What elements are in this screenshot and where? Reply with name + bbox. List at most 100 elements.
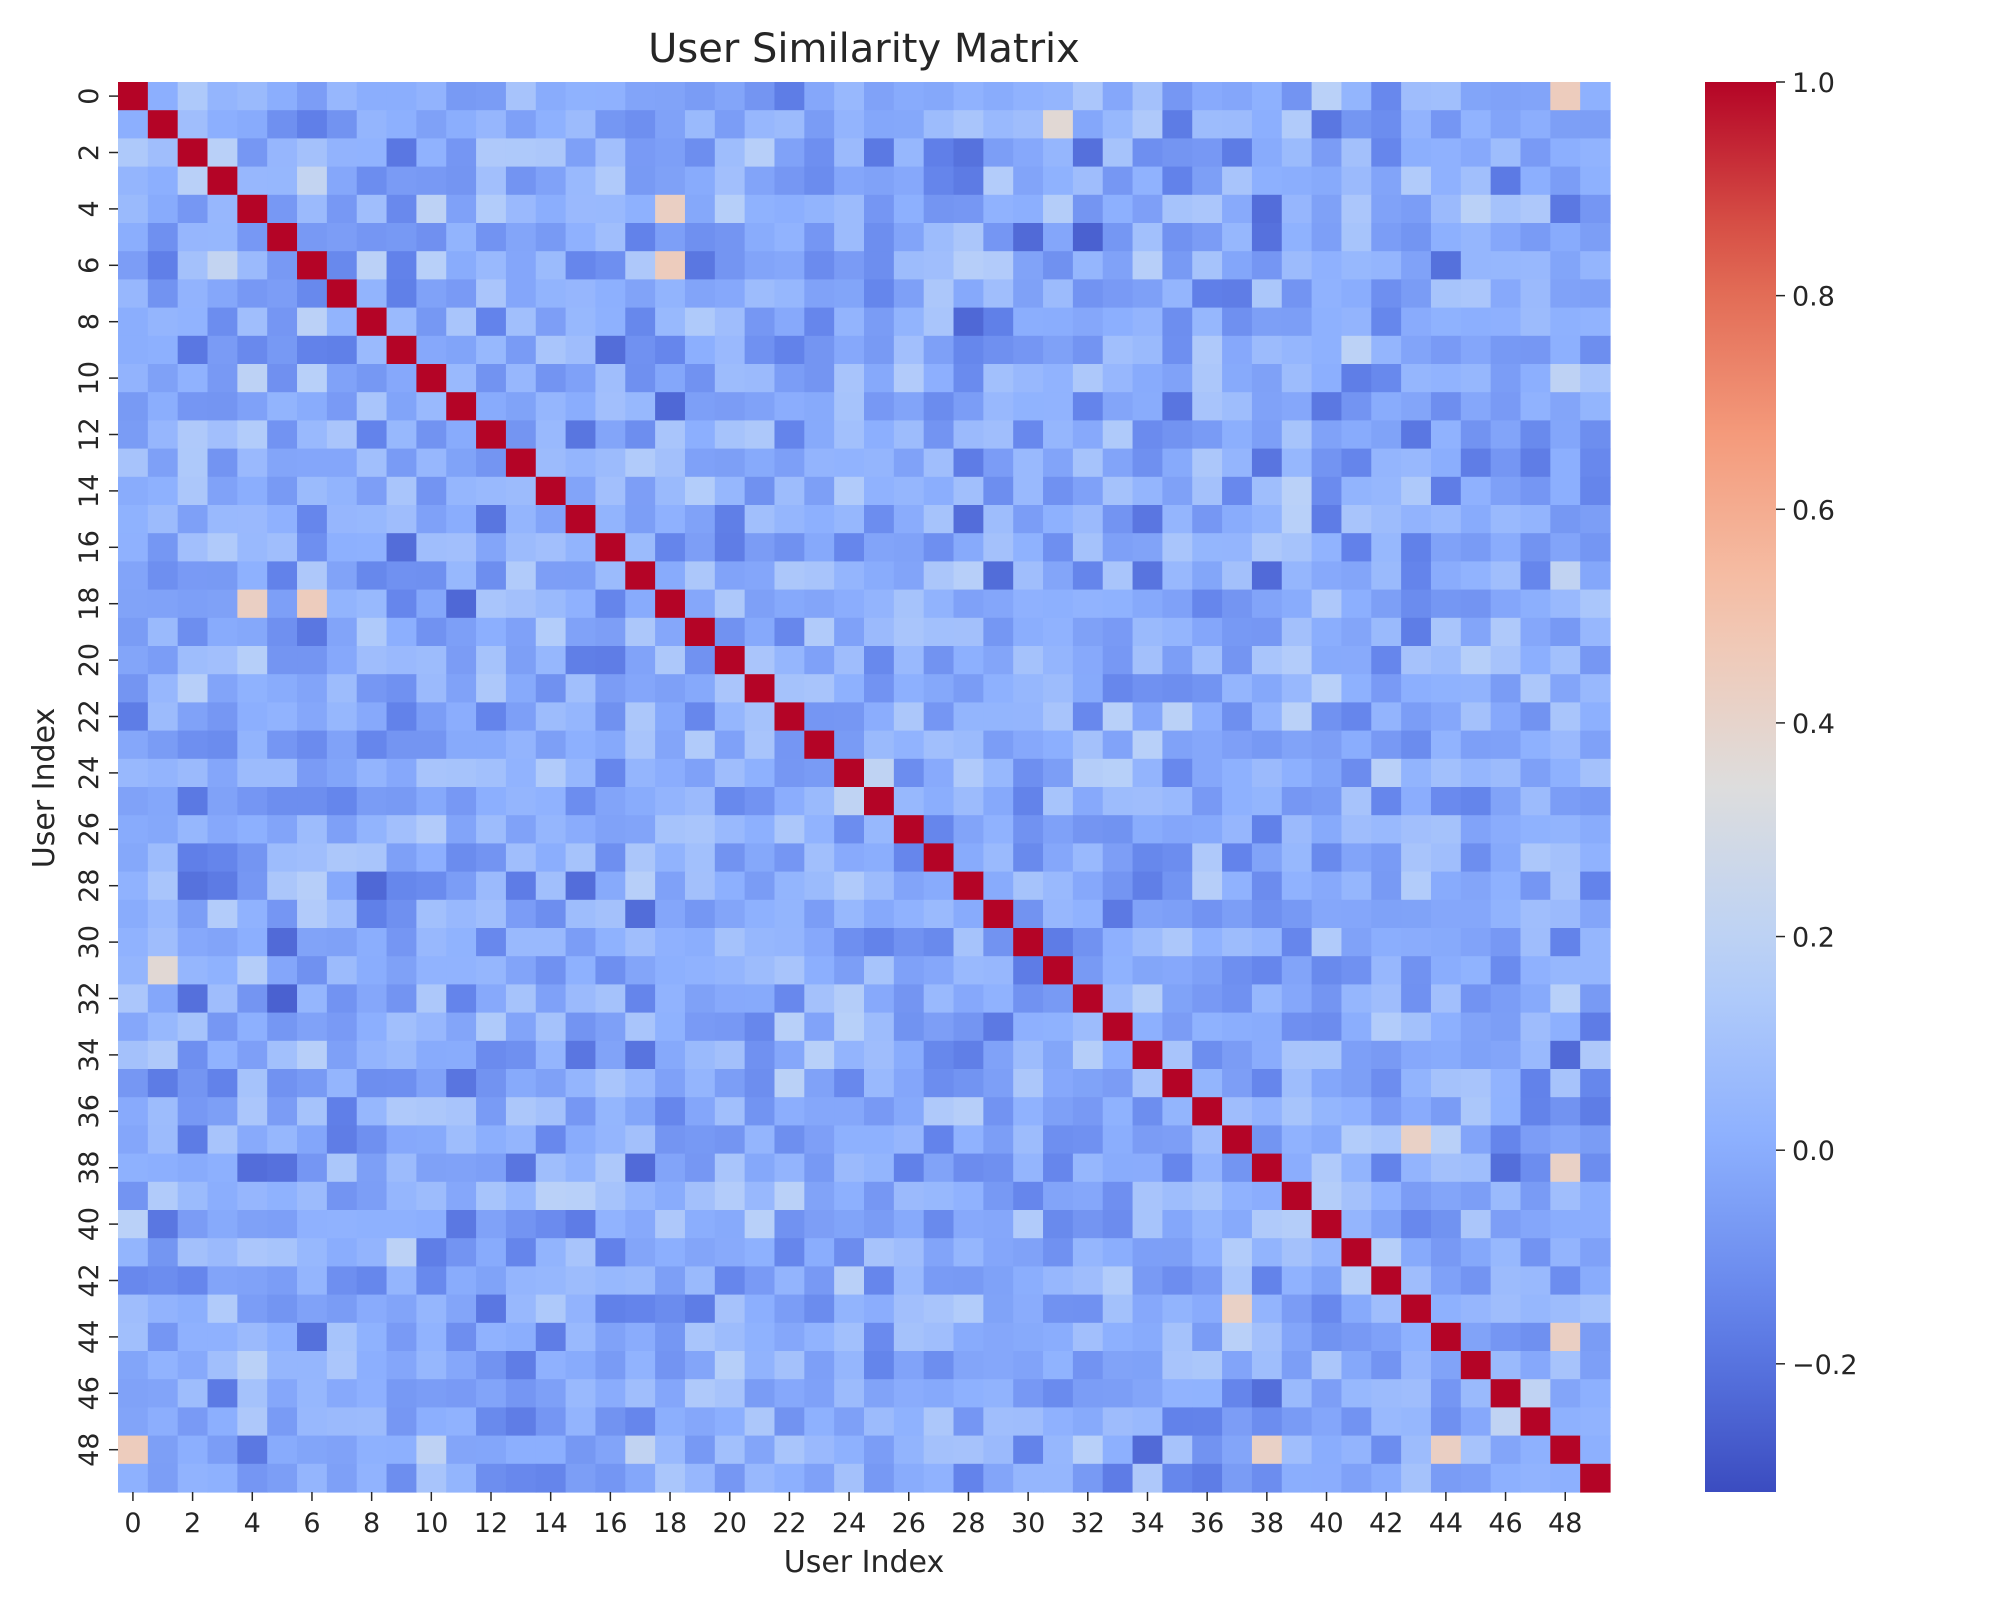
heatmap-cell: [476, 448, 507, 478]
heatmap-cell: [1580, 1069, 1611, 1098]
heatmap-cell: [416, 279, 447, 309]
colorbar-tick-label: 0.8: [1792, 282, 1835, 313]
heatmap-cell: [1102, 251, 1134, 280]
heatmap-cell: [416, 1294, 447, 1324]
heatmap-cell: [535, 1153, 567, 1183]
heatmap-cell: [1580, 166, 1611, 196]
heatmap-cell: [1251, 871, 1283, 901]
heatmap-cell: [1072, 1435, 1104, 1465]
heatmap-cell: [1311, 589, 1343, 619]
heatmap-cell: [1072, 448, 1104, 478]
heatmap-cell: [1222, 110, 1253, 139]
heatmap-cell: [625, 476, 656, 506]
heatmap-cell: [1043, 476, 1074, 506]
heatmap-cell: [625, 1069, 656, 1098]
heatmap-cell: [1580, 335, 1611, 365]
heatmap-cell: [356, 674, 388, 703]
heatmap-cell: [1371, 871, 1402, 901]
heatmap-cell: [207, 815, 238, 844]
heatmap-cell: [804, 1040, 835, 1070]
heatmap-cell: [1520, 1238, 1551, 1267]
heatmap-cell: [834, 589, 865, 619]
heatmap-cell: [1371, 392, 1402, 421]
heatmap-cell: [953, 956, 984, 985]
heatmap-cell: [1222, 561, 1253, 591]
heatmap-cell: [118, 646, 149, 675]
heatmap-cell: [237, 956, 268, 985]
heatmap-cell: [684, 956, 716, 985]
heatmap-cell: [297, 1040, 328, 1070]
heatmap-cell: [1520, 533, 1551, 562]
heatmap-cell: [446, 251, 477, 280]
heatmap-cell: [1162, 871, 1193, 901]
heatmap-cell: [893, 1012, 925, 1042]
heatmap-cell: [476, 194, 507, 224]
heatmap-cell: [625, 984, 656, 1014]
heatmap-cell: [535, 1125, 567, 1155]
heatmap-cell: [774, 1040, 805, 1070]
heatmap-cell: [1072, 561, 1104, 591]
heatmap-cell: [1013, 1210, 1044, 1239]
heatmap-cell: [207, 1266, 238, 1296]
heatmap-cell: [386, 1407, 417, 1437]
heatmap-cell: [565, 138, 597, 168]
heatmap-cell: [864, 533, 895, 562]
heatmap-cell: [1043, 674, 1074, 703]
heatmap-cell: [595, 1379, 626, 1408]
heatmap-cell: [1281, 674, 1313, 703]
heatmap-cell: [744, 1407, 776, 1437]
heatmap-cell: [1401, 1210, 1432, 1239]
heatmap-cell: [386, 702, 417, 732]
heatmap-cell: [1460, 194, 1492, 224]
heatmap-cell: [893, 589, 925, 619]
heatmap-cell: [1162, 899, 1193, 929]
heatmap-cell: [267, 1069, 298, 1098]
heatmap-cell: [804, 787, 835, 816]
heatmap-cell: [1550, 1407, 1581, 1437]
x-tick-label: 26: [892, 1508, 926, 1539]
heatmap-cell: [1102, 1407, 1134, 1437]
heatmap-cell: [983, 166, 1014, 196]
heatmap-cell: [1430, 1435, 1462, 1465]
heatmap-cell: [774, 392, 805, 421]
heatmap-cell: [893, 1181, 925, 1211]
heatmap-cell: [1550, 1463, 1581, 1493]
heatmap-cell: [1341, 871, 1372, 901]
heatmap-cell: [446, 617, 477, 647]
heatmap-cell: [655, 899, 686, 929]
heatmap-cell: [595, 335, 626, 365]
heatmap-cell: [655, 307, 686, 337]
heatmap-cell: [595, 1351, 626, 1380]
x-tick-label: 18: [653, 1508, 687, 1539]
heatmap-cell: [953, 1351, 984, 1380]
heatmap-cell: [535, 956, 567, 985]
heatmap-cell: [147, 1379, 179, 1408]
heatmap-cell: [207, 505, 238, 534]
heatmap-cell: [297, 1379, 328, 1408]
heatmap-cell: [1341, 82, 1372, 111]
heatmap-cell: [1162, 1238, 1193, 1267]
heatmap-cell: [565, 1210, 597, 1239]
heatmap-cell: [655, 448, 686, 478]
heatmap-cell: [655, 984, 686, 1014]
heatmap-cell: [356, 1238, 388, 1267]
heatmap-cell: [774, 843, 805, 873]
heatmap-cell: [1132, 843, 1163, 873]
heatmap-cell: [774, 364, 805, 393]
heatmap-cell: [1311, 1463, 1343, 1493]
heatmap-cell: [983, 589, 1014, 619]
heatmap-cell: [476, 589, 507, 619]
heatmap-cell: [684, 533, 716, 562]
heatmap-cell: [834, 1322, 865, 1352]
heatmap-cell: [446, 533, 477, 562]
heatmap-cell: [1281, 1125, 1313, 1155]
heatmap-cell: [834, 1435, 865, 1465]
heatmap-cell: [1580, 392, 1611, 421]
heatmap-cell: [1460, 279, 1492, 309]
heatmap-cell: [804, 1266, 835, 1296]
heatmap-cell: [923, 702, 955, 732]
heatmap-cell: [774, 758, 805, 788]
heatmap-cell: [1281, 871, 1313, 901]
heatmap-cell: [1460, 1040, 1492, 1070]
heatmap-cell: [147, 702, 179, 732]
